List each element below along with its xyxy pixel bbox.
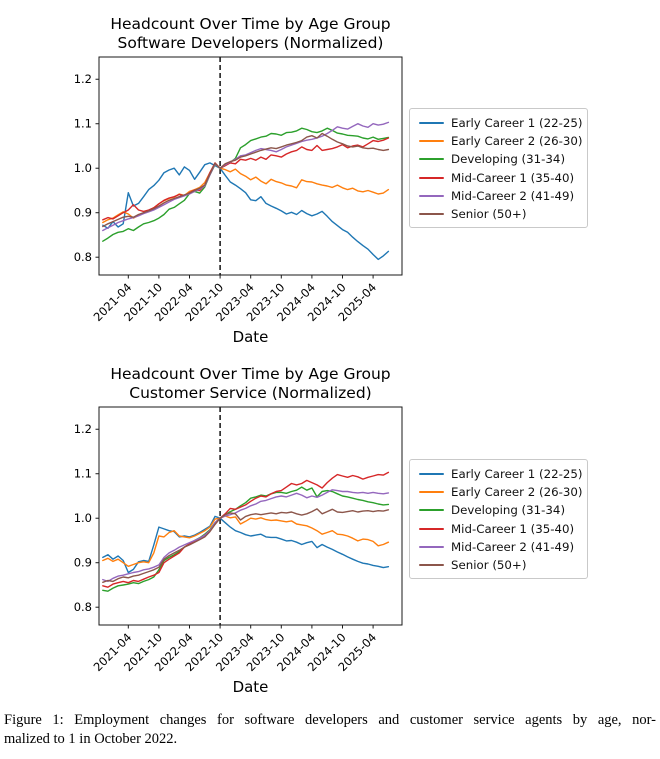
series-line-early-career-1-22-25- <box>102 515 390 574</box>
chart1-title: Headcount Over Time by Age Group Softwar… <box>99 15 402 52</box>
series-line-developing-31-34- <box>102 486 390 592</box>
legend-item: Mid-Career 1 (35-40) <box>419 169 587 187</box>
chart2-legend: Early Career 1 (22-25) Early Career 2 (2… <box>409 459 588 580</box>
chart1-x-axis-label: Date <box>232 328 269 346</box>
legend-line-swatch <box>419 122 444 125</box>
legend-label: Mid-Career 2 (41-49) <box>451 539 575 554</box>
legend-line-swatch <box>419 213 444 216</box>
legend-label: Mid-Career 1 (35-40) <box>451 521 575 536</box>
series-line-developing-31-34- <box>102 127 390 242</box>
plot-frame <box>98 406 403 626</box>
legend-item: Mid-Career 2 (41-49) <box>419 187 587 205</box>
y-tick-label: 0.8 <box>74 250 92 264</box>
legend-line-swatch <box>419 545 444 548</box>
legend-label: Early Career 1 (22-25) <box>451 467 583 482</box>
series-line-senior-50- <box>102 132 390 228</box>
legend-label: Mid-Career 2 (41-49) <box>451 188 575 203</box>
legend-line-swatch <box>419 527 444 530</box>
series-line-early-career-2-26-30- <box>102 515 390 568</box>
y-tick-label: 0.8 <box>74 600 92 614</box>
legend-line-swatch <box>419 491 444 494</box>
y-tick-label: 0.9 <box>74 206 92 220</box>
legend-label: Senior (50+) <box>451 207 527 222</box>
chart2-title: Headcount Over Time by Age Group Custome… <box>99 365 402 402</box>
legend-item: Early Career 1 (22-25) <box>419 465 587 483</box>
legend-item: Mid-Career 2 (41-49) <box>419 538 587 556</box>
caption-line1: Figure 1: Employment changes for softwar… <box>4 712 656 728</box>
y-tick-label: 1.2 <box>74 422 92 436</box>
series-line-senior-50- <box>102 508 390 584</box>
plot-frame <box>98 56 403 276</box>
series-line-mid-career-1-35-40- <box>102 471 390 588</box>
chart2-x-axis-label: Date <box>232 678 269 696</box>
series-line-mid-career-2-41-49- <box>102 121 390 232</box>
y-tick-label: 1.0 <box>74 161 92 175</box>
legend-item: Senior (50+) <box>419 556 587 574</box>
legend-item: Developing (31-34) <box>419 501 587 519</box>
legend-line-swatch <box>419 176 444 179</box>
legend-item: Senior (50+) <box>419 205 587 223</box>
chart2-title-line2: Customer Service (Normalized) <box>129 383 372 402</box>
series-line-early-career-1-22-25- <box>102 162 390 261</box>
legend-item: Early Career 2 (26-30) <box>419 483 587 501</box>
software-developers-chart: 0.80.91.01.11.22021-042021-102022-042022… <box>74 56 403 324</box>
legend-label: Developing (31-34) <box>451 503 566 518</box>
legend-item: Early Career 2 (26-30) <box>419 132 587 150</box>
legend-item: Developing (31-34) <box>419 150 587 168</box>
y-tick-label: 1.1 <box>74 467 92 481</box>
chart2-title-line1: Headcount Over Time by Age Group <box>110 365 391 383</box>
legend-line-swatch <box>419 158 444 161</box>
customer-service-chart: 0.80.91.01.11.22021-042021-102022-042022… <box>74 406 403 674</box>
chart1-title-line2: Software Developers (Normalized) <box>117 33 384 52</box>
legend-label: Developing (31-34) <box>451 152 566 167</box>
y-tick-label: 1.1 <box>74 117 92 131</box>
legend-line-swatch <box>419 564 444 567</box>
legend-item: Mid-Career 1 (35-40) <box>419 520 587 538</box>
legend-item: Early Career 1 (22-25) <box>419 114 587 132</box>
legend-label: Early Career 2 (26-30) <box>451 134 583 149</box>
figure-caption: Figure 1: Employment changes for softwar… <box>4 711 656 749</box>
caption-line2: malized to 1 in October 2022. <box>4 731 178 747</box>
y-tick-label: 1.2 <box>74 72 92 86</box>
series-line-mid-career-2-41-49- <box>102 489 390 583</box>
legend-line-swatch <box>419 473 444 476</box>
y-tick-label: 0.9 <box>74 556 92 570</box>
legend-label: Mid-Career 1 (35-40) <box>451 170 575 185</box>
legend-line-swatch <box>419 509 444 512</box>
legend-line-swatch <box>419 194 444 197</box>
legend-label: Senior (50+) <box>451 558 527 573</box>
y-tick-label: 1.0 <box>74 511 92 525</box>
legend-line-swatch <box>419 140 444 143</box>
series-line-mid-career-1-35-40- <box>102 137 390 221</box>
legend-label: Early Career 2 (26-30) <box>451 485 583 500</box>
chart1-title-line1: Headcount Over Time by Age Group <box>110 15 391 33</box>
chart1-legend: Early Career 1 (22-25) Early Career 2 (2… <box>409 108 588 229</box>
legend-label: Early Career 1 (22-25) <box>451 116 583 131</box>
